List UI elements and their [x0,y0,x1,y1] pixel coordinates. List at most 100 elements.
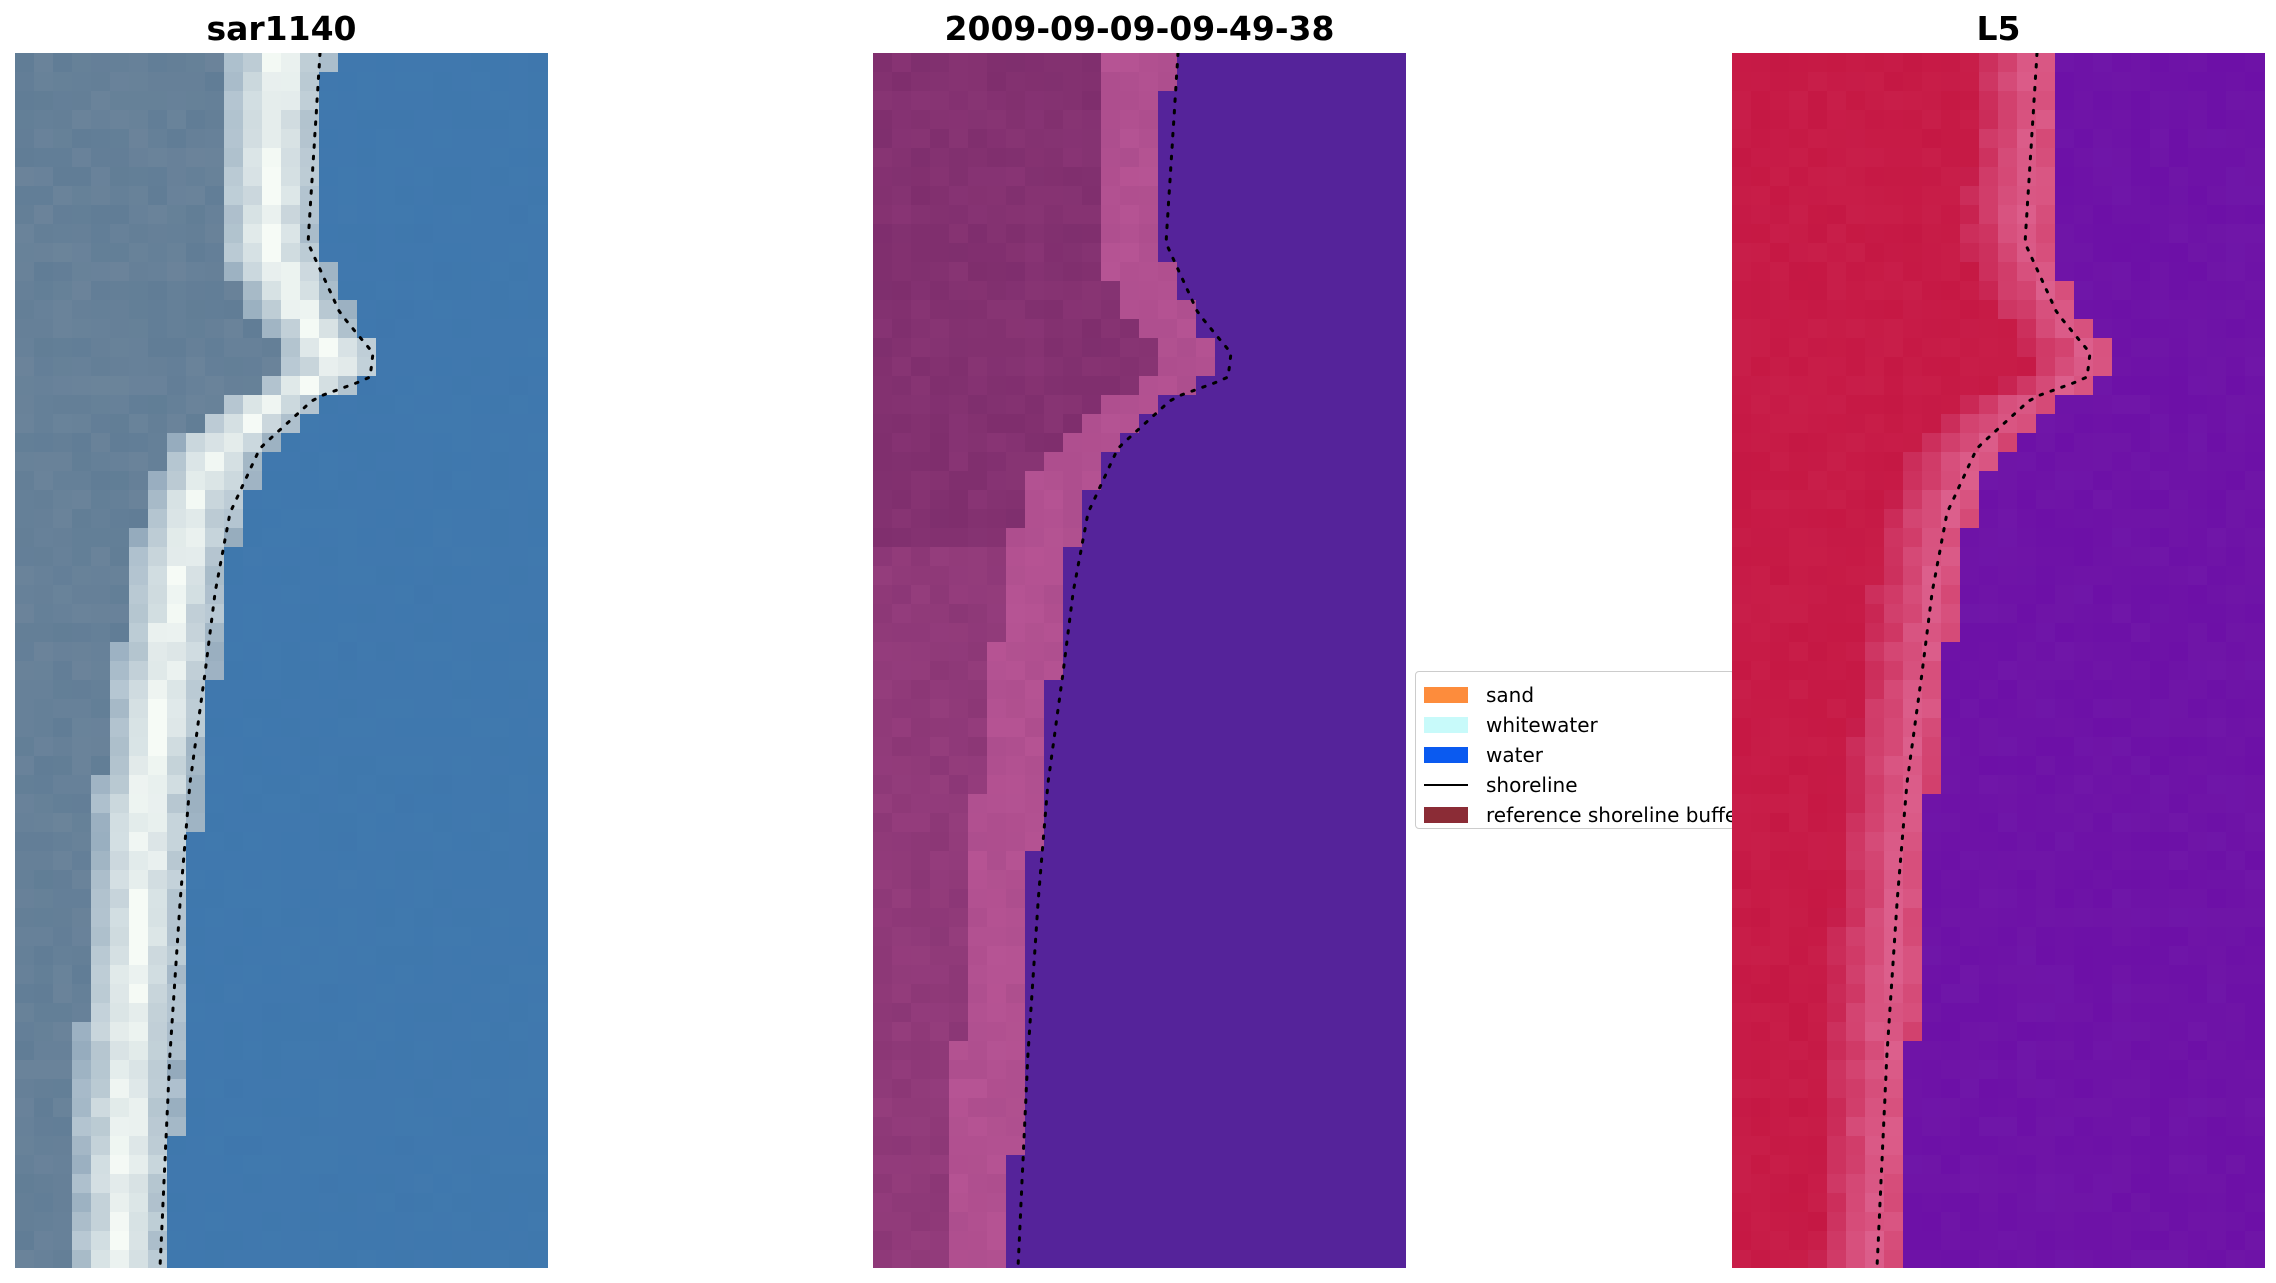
class-pixel [1386,547,1406,567]
class-pixel [1329,300,1349,320]
rgb-pixel [15,72,35,92]
class-pixel [1120,1003,1140,1023]
class-pixel [1025,699,1045,719]
rgb-pixel [205,281,225,301]
rgb-pixel [452,509,472,529]
class-pixel [1348,91,1368,111]
class-pixel [1348,490,1368,510]
l5-pixel [1941,756,1961,776]
rgb-pixel [509,338,529,358]
class-pixel [1120,490,1140,510]
rgb-pixel [433,1212,453,1232]
class-pixel [1272,243,1292,263]
class-pixel [1348,1079,1368,1099]
class-pixel [1310,1193,1330,1213]
rgb-pixel [110,737,130,757]
l5-pixel [1941,167,1961,187]
rgb-pixel [452,300,472,320]
class-pixel [1120,243,1140,263]
rgb-pixel [338,224,358,244]
rgb-pixel [319,870,339,890]
class-pixel [1063,566,1083,586]
class-pixel [1082,243,1102,263]
rgb-pixel [376,110,396,130]
class-pixel [892,395,912,415]
rgb-pixel [300,756,320,776]
l5-pixel [2055,357,2075,377]
l5-pixel [2169,661,2189,681]
class-pixel [968,851,988,871]
rgb-pixel [110,870,130,890]
l5-pixel [2264,680,2265,700]
l5-pixel [1884,395,1904,415]
class-pixel [1291,585,1311,605]
rgb-pixel [490,604,510,624]
l5-pixel [2169,148,2189,168]
class-pixel [1291,661,1311,681]
l5-pixel [2112,832,2132,852]
rgb-pixel [34,1193,54,1213]
l5-pixel [2150,775,2170,795]
rgb-pixel [91,623,111,643]
class-pixel [968,414,988,434]
rgb-pixel [471,376,491,396]
l5-pixel [2207,376,2227,396]
l5-pixel [2055,186,2075,206]
rgb-pixel [72,984,92,1004]
rgb-pixel [205,1136,225,1156]
rgb-pixel [34,262,54,282]
l5-pixel [2036,129,2056,149]
class-pixel [1234,1155,1254,1175]
rgb-pixel [338,737,358,757]
class-pixel [949,110,969,130]
rgb-pixel [395,984,415,1004]
rgb-pixel [129,851,149,871]
rgb-pixel [148,1098,168,1118]
rgb-pixel [433,471,453,491]
l5-pixel [2017,414,2037,434]
rgb-pixel [319,319,339,339]
class-pixel [1158,547,1178,567]
class-pixel [911,186,931,206]
l5-pixel [1998,186,2018,206]
rgb-pixel [547,680,548,700]
class-pixel [1158,376,1178,396]
rgb-pixel [414,1250,434,1268]
rgb-pixel [452,851,472,871]
rgb-pixel [148,1060,168,1080]
rgb-pixel [224,737,244,757]
l5-pixel [1941,851,1961,871]
class-pixel [1082,623,1102,643]
l5-pixel [1941,718,1961,738]
rgb-pixel [110,509,130,529]
class-pixel [1215,737,1235,757]
rgb-pixel [34,566,54,586]
rgb-pixel [509,243,529,263]
class-pixel [1196,338,1216,358]
rgb-pixel [129,1060,149,1080]
l5-pixel [1827,129,1847,149]
l5-pixel [1732,642,1752,662]
rgb-pixel [376,1155,396,1175]
rgb-pixel [15,1212,35,1232]
class-pixel [968,1212,988,1232]
class-pixel [1006,908,1026,928]
rgb-pixel [490,395,510,415]
class-pixel [1044,984,1064,1004]
class-pixel [1139,984,1159,1004]
l5-pixel [2150,452,2170,472]
class-pixel [1158,528,1178,548]
class-pixel [1310,1231,1330,1251]
rgb-pixel [471,395,491,415]
rgb-pixel [148,167,168,187]
rgb-pixel [15,623,35,643]
l5-pixel [2036,167,2056,187]
l5-pixel [2074,471,2094,491]
class-pixel [1386,1212,1406,1232]
rgb-pixel [547,509,548,529]
l5-pixel [2169,53,2189,73]
rgb-pixel [452,110,472,130]
l5-pixel [2055,414,2075,434]
rgb-pixel [148,794,168,814]
l5-pixel [2245,832,2265,852]
